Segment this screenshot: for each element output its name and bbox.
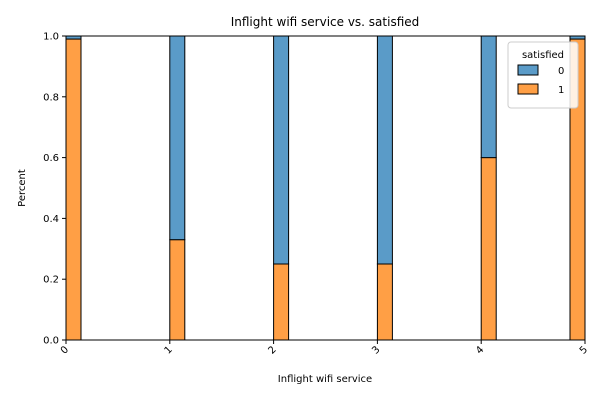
legend-title: satisfied: [522, 50, 564, 61]
y-tick-label: 0.4: [43, 214, 59, 225]
bar-1-series-1: [169, 239, 186, 341]
bars-layer: [65, 35, 586, 341]
legend-entries: 01: [517, 64, 564, 96]
y-tick-label: 1.0: [43, 32, 59, 43]
y-axis-label: Percent: [17, 169, 28, 207]
bar-3-series-0: [376, 35, 393, 265]
y-tick-label: 0.0: [43, 336, 59, 347]
bar-2-series-1: [273, 263, 290, 341]
bar-3-series-1: [376, 263, 393, 341]
y-tick-label: 0.6: [43, 153, 59, 164]
legend-label-0: 0: [558, 66, 564, 77]
plot-frame: [65, 35, 586, 341]
bar-4-series-1: [480, 157, 497, 341]
bar-0-series-1: [65, 38, 82, 341]
legend-swatch-1: [517, 83, 539, 95]
x-axis-label: Inflight wifi service: [278, 374, 372, 385]
chart-title: Inflight wifi service vs. satisfied: [231, 15, 420, 29]
legend-label-1: 1: [558, 85, 564, 96]
y-tick-label: 0.8: [43, 92, 59, 103]
y-tick-label: 0.2: [43, 275, 59, 286]
y-axis-ticks: 0.0 0.2 0.4 0.6 0.8 1.0: [43, 32, 66, 347]
legend: satisfied 01: [507, 41, 579, 109]
bar-2-series-0: [273, 35, 290, 265]
legend-swatch-0: [517, 64, 539, 76]
bar-4-series-0: [480, 35, 497, 159]
bar-1-series-0: [169, 35, 186, 241]
